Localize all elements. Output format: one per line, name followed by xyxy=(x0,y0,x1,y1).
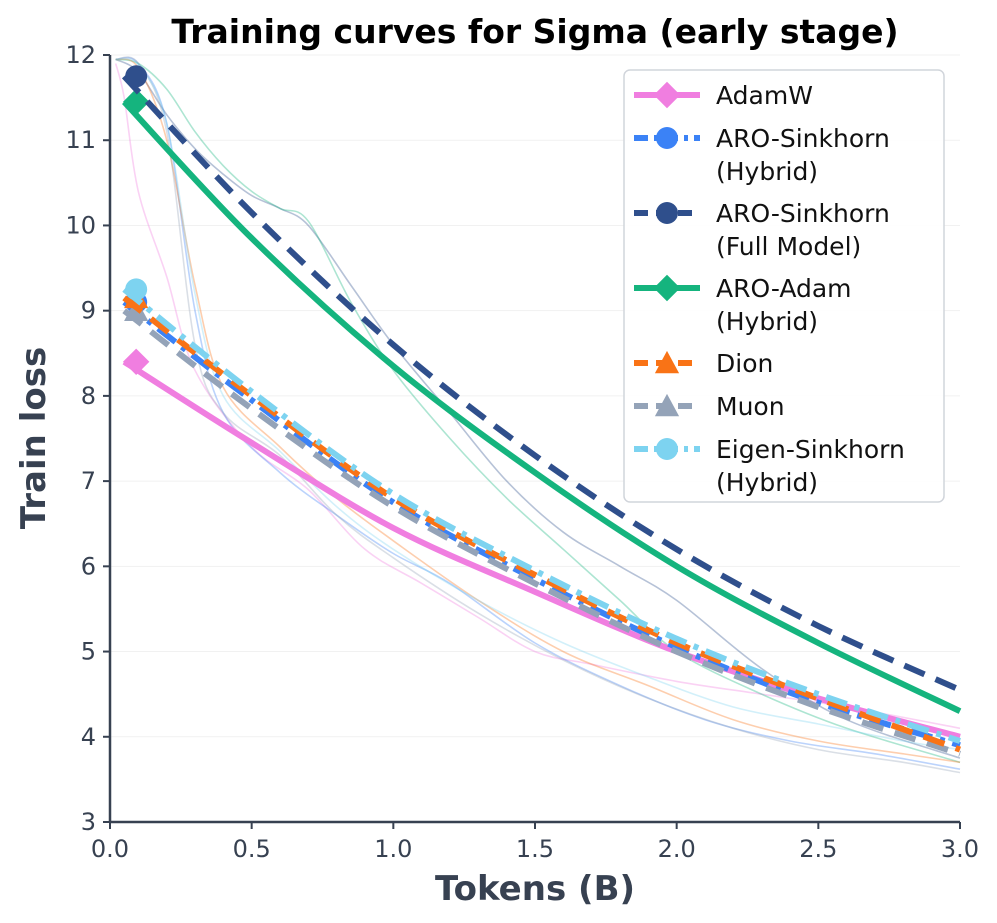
series-marker xyxy=(653,81,681,109)
x-tick-label: 1.5 xyxy=(516,835,554,863)
raw-curve xyxy=(115,57,961,751)
series-line xyxy=(122,99,962,714)
series-line xyxy=(122,359,961,740)
x-tick-label: 1.0 xyxy=(374,835,412,863)
series-line xyxy=(122,287,961,744)
series-marker xyxy=(656,127,678,149)
series-line xyxy=(122,299,961,749)
series-marker xyxy=(122,88,150,116)
y-tick-label: 8 xyxy=(81,382,96,410)
raw-curve xyxy=(115,58,961,764)
legend-label: ARO-Sinkhorn xyxy=(716,124,890,153)
raw-curve xyxy=(114,63,961,730)
y-axis-label: Train loss xyxy=(14,347,54,529)
raw-curve xyxy=(115,56,961,774)
legend-label: (Hybrid) xyxy=(716,157,818,186)
x-tick-label: 2.5 xyxy=(799,835,837,863)
series-marker xyxy=(125,65,148,88)
legend: AdamW ARO-Sinkhorn (Hybrid) ARO-Sinkhorn (Fu… xyxy=(623,69,945,503)
legend-label: (Hybrid) xyxy=(716,468,818,497)
x-axis-label: Tokens (B) xyxy=(435,869,635,909)
y-tick-label: 3 xyxy=(81,808,96,836)
y-tick-label: 4 xyxy=(81,723,96,751)
y-tick-label: 10 xyxy=(65,211,96,239)
series-marker xyxy=(654,393,680,417)
y-tick-label: 9 xyxy=(81,297,96,325)
y-tick-label: 7 xyxy=(81,467,96,495)
legend-label: Dion xyxy=(716,349,773,378)
legend-label: AdamW xyxy=(716,81,813,110)
x-tick-label: 0.0 xyxy=(91,835,129,863)
series-marker xyxy=(653,274,681,302)
chart-title: Training curves for Sigma (early stage) xyxy=(171,12,898,51)
smoothed-curves xyxy=(122,65,962,757)
raw-curve xyxy=(115,56,961,770)
y-tick-label: 5 xyxy=(81,638,96,666)
series-marker xyxy=(122,348,150,375)
x-tick-label: 0.5 xyxy=(233,835,271,863)
x-ticks: 0.0 0.5 1.0 1.5 2.0 2.5 3.0 xyxy=(91,822,979,863)
legend-label: Eigen-Sinkhorn xyxy=(716,435,905,464)
x-tick-label: 2.0 xyxy=(658,835,696,863)
series-marker xyxy=(654,350,680,374)
y-ticks: 3 4 5 6 7 8 9 10 11 12 xyxy=(65,41,110,836)
y-tick-label: 12 xyxy=(65,41,96,69)
series-marker xyxy=(125,278,148,301)
series-marker xyxy=(656,202,678,224)
legend-label: (Full Model) xyxy=(716,232,861,261)
legend-label: Muon xyxy=(716,392,785,421)
legend-label: ARO-Sinkhorn xyxy=(716,199,890,228)
y-tick-label: 11 xyxy=(65,126,96,154)
series-line xyxy=(122,74,962,693)
series-line xyxy=(122,295,962,753)
y-tick-label: 6 xyxy=(81,552,96,580)
series-marker xyxy=(656,438,678,460)
legend-label: (Hybrid) xyxy=(716,307,818,336)
raw-curve xyxy=(115,58,961,764)
x-tick-label: 3.0 xyxy=(941,835,979,863)
legend-label: ARO-Adam xyxy=(716,274,852,303)
legend-box xyxy=(623,69,945,503)
series-line xyxy=(122,308,961,757)
